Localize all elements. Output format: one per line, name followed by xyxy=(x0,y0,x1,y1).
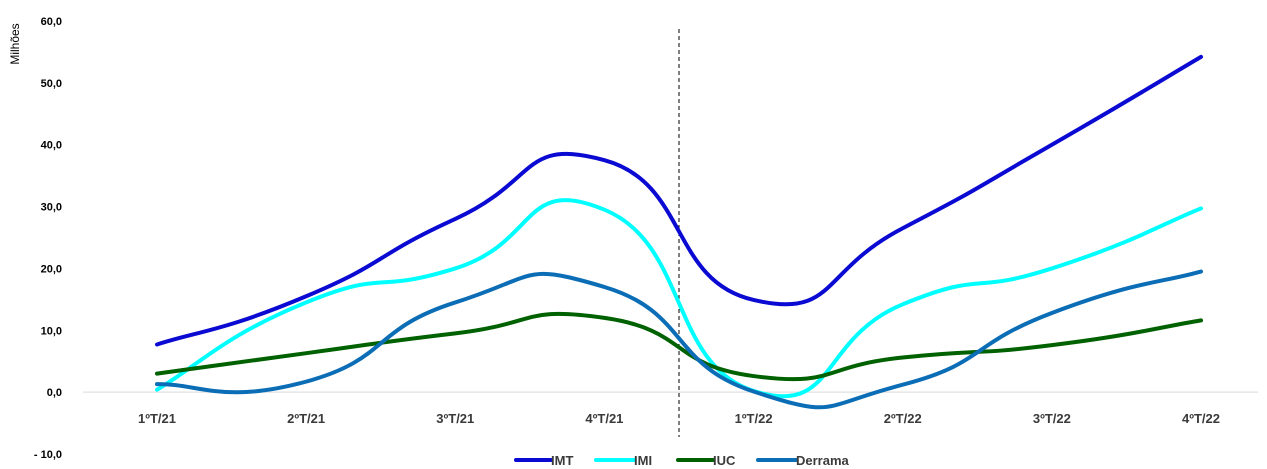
series-line-imi xyxy=(155,198,1203,399)
y-tick-label: 40,0 xyxy=(41,140,62,152)
x-tick-label: 2ºT/22 xyxy=(884,411,922,426)
x-tick-label: 2ºT/21 xyxy=(287,411,325,426)
series-line-imt xyxy=(155,54,1203,347)
x-tick-label: 4ºT/22 xyxy=(1182,411,1220,426)
legend-label-iuc: IUC xyxy=(713,453,736,468)
y-tick-label: 20,0 xyxy=(41,263,62,275)
y-axis-label: Milhões xyxy=(8,23,22,64)
y-tick-label: 60,0 xyxy=(41,16,62,28)
x-tick-label: 1ºT/22 xyxy=(735,411,773,426)
y-tick-label: - 10,0 xyxy=(34,449,62,461)
legend-label-derrama: Derrama xyxy=(796,453,850,468)
x-tick-label: 1ºT/21 xyxy=(138,411,176,426)
series-line-derrama xyxy=(155,269,1203,410)
x-tick-label: 3ºT/22 xyxy=(1033,411,1071,426)
x-axis-ticks: 1ºT/21 2ºT/21 3ºT/21 4ºT/21 1ºT/22 2ºT/22 3ºT/… xyxy=(138,411,1220,426)
x-tick-label: 3ºT/21 xyxy=(436,411,474,426)
y-tick-label: 10,0 xyxy=(41,325,62,337)
y-tick-label: 50,0 xyxy=(41,78,62,90)
legend: IMT IMI IUC Derrama xyxy=(514,453,850,468)
series-lines xyxy=(155,54,1203,410)
legend-label-imi: IMI xyxy=(634,453,652,468)
x-tick-label: 4ºT/21 xyxy=(585,411,623,426)
series-line-iuc xyxy=(155,311,1203,382)
y-tick-label: 30,0 xyxy=(41,202,62,214)
legend-label-imt: IMT xyxy=(551,453,573,468)
y-axis-ticks: 60,0 50,0 40,0 30,0 20,0 10,0 0,0 - 10,0 xyxy=(34,16,62,461)
y-tick-label: 0,0 xyxy=(47,387,62,399)
